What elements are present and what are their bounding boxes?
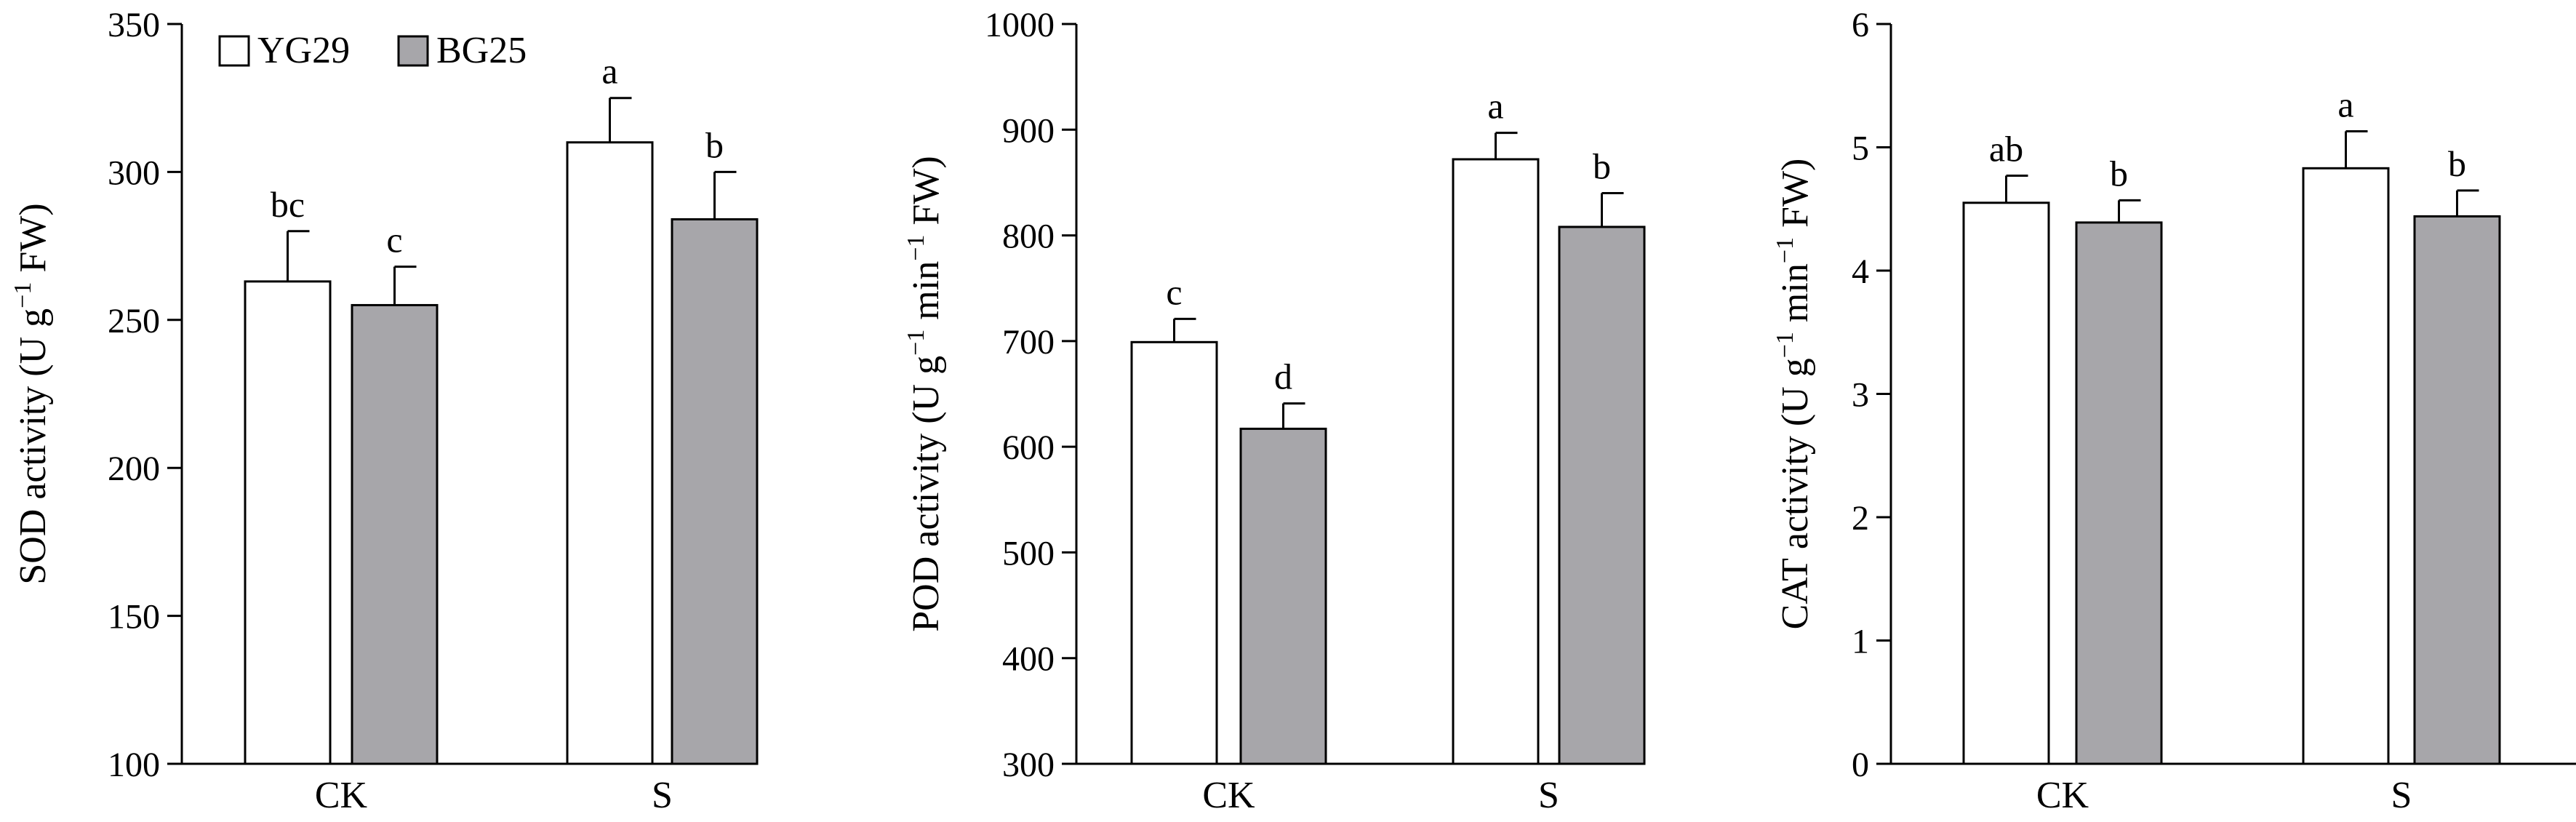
bar-bg25-s bbox=[2413, 215, 2501, 765]
x-category-label: S bbox=[2391, 775, 2412, 816]
legend-swatch-yg29 bbox=[218, 35, 250, 67]
y-axis-label-superscript: −1 bbox=[9, 282, 36, 308]
y-axis-label-tail: FW) bbox=[905, 156, 947, 234]
significance-letter: b bbox=[2110, 153, 2128, 193]
x-category-label: S bbox=[652, 775, 673, 816]
y-tick-label: 300 bbox=[1002, 746, 1055, 784]
y-axis-label-superscript-2: −1 bbox=[903, 235, 929, 261]
bar-yg29-ck bbox=[244, 280, 332, 765]
significance-letter: d bbox=[1274, 356, 1292, 397]
y-tick-label: 100 bbox=[108, 746, 160, 784]
y-axis-label-tail: FW) bbox=[12, 203, 54, 282]
y-tick-label: 5 bbox=[1852, 129, 1869, 168]
y-axis-label: SOD activity (U g−1 FW) bbox=[9, 203, 54, 584]
y-tick-label: 4 bbox=[1852, 252, 1869, 291]
y-tick-label: 3 bbox=[1852, 376, 1869, 415]
bar-bg25-s bbox=[1558, 226, 1646, 765]
y-tick-label: 1 bbox=[1852, 623, 1869, 661]
y-tick-label: 0 bbox=[1852, 746, 1869, 784]
x-category-label: CK bbox=[315, 775, 368, 816]
y-tick-label: 250 bbox=[108, 302, 160, 340]
y-tick-label: 600 bbox=[1002, 428, 1055, 467]
chart-panel-2: 300 400 500 600 700 800 900 1000 POD activity (U… bbox=[903, 6, 1646, 816]
chart-panel-1: 100 150 200 250 300 350 SOD activity (U g−1 FW… bbox=[9, 6, 759, 816]
y-tick-label: 900 bbox=[1002, 111, 1055, 150]
y-axis-label-main: SOD activity (U g bbox=[12, 308, 54, 585]
legend: YG29 BG25 bbox=[218, 30, 527, 71]
y-tick-label: 700 bbox=[1002, 323, 1055, 362]
x-category-label: CK bbox=[2036, 775, 2089, 816]
y-tick-label: 300 bbox=[108, 153, 160, 192]
significance-letter: a bbox=[1487, 86, 1503, 127]
y-axis-label: CAT activity (U g−1 min−1 FW) bbox=[1772, 159, 1816, 630]
bar-yg29-s bbox=[566, 141, 654, 765]
y-tick-label: 200 bbox=[108, 450, 160, 488]
y-tick-label: 2 bbox=[1852, 499, 1869, 538]
y-tick-label: 400 bbox=[1002, 640, 1055, 679]
significance-letter: ab bbox=[1989, 128, 2023, 169]
y-axis-label-tail: FW) bbox=[1775, 159, 1816, 237]
y-tick-label: 150 bbox=[108, 598, 160, 637]
y-axis-label-superscript-2: −1 bbox=[1772, 237, 1799, 263]
x-category-label: S bbox=[1538, 775, 1559, 816]
y-tick-label: 1000 bbox=[985, 6, 1055, 44]
bar-yg29-ck bbox=[1130, 340, 1218, 765]
y-axis-label-main: POD activity (U g bbox=[905, 356, 947, 632]
y-tick-label: 6 bbox=[1852, 6, 1869, 44]
y-tick-label: 350 bbox=[108, 6, 160, 44]
bar-yg29-s bbox=[1452, 158, 1540, 765]
significance-letter: b bbox=[2448, 143, 2466, 184]
bar-yg29-s bbox=[2302, 167, 2390, 765]
bar-bg25-ck bbox=[1239, 427, 1327, 765]
y-axis-label-superscript: −1 bbox=[1772, 332, 1799, 358]
significance-letter: bc bbox=[271, 184, 305, 225]
y-axis-label: POD activity (U g−1 min−1 FW) bbox=[903, 156, 947, 631]
significance-letter: b bbox=[705, 124, 724, 165]
y-tick-label: 800 bbox=[1002, 218, 1055, 256]
x-category-label: CK bbox=[1202, 775, 1255, 816]
significance-letter: c bbox=[386, 220, 402, 260]
significance-letter: a bbox=[601, 51, 617, 92]
y-axis-label-mid: min bbox=[905, 261, 947, 330]
bar-bg25-ck bbox=[2075, 221, 2163, 765]
legend-label-yg29: YG29 bbox=[257, 30, 350, 71]
y-axis-label-main: CAT activity (U g bbox=[1775, 358, 1816, 629]
significance-letter: a bbox=[2337, 84, 2353, 124]
significance-letter: b bbox=[1593, 145, 1611, 186]
y-tick-label: 500 bbox=[1002, 534, 1055, 572]
bar-bg25-ck bbox=[351, 303, 439, 765]
bar-yg29-ck bbox=[1962, 201, 2050, 765]
y-axis-label-mid: min bbox=[1775, 263, 1816, 332]
significance-letter: c bbox=[1166, 271, 1182, 312]
legend-swatch-bg25 bbox=[397, 35, 429, 67]
bar-bg25-s bbox=[671, 218, 759, 765]
y-axis-label-superscript: −1 bbox=[903, 330, 929, 356]
legend-label-bg25: BG25 bbox=[436, 30, 527, 71]
